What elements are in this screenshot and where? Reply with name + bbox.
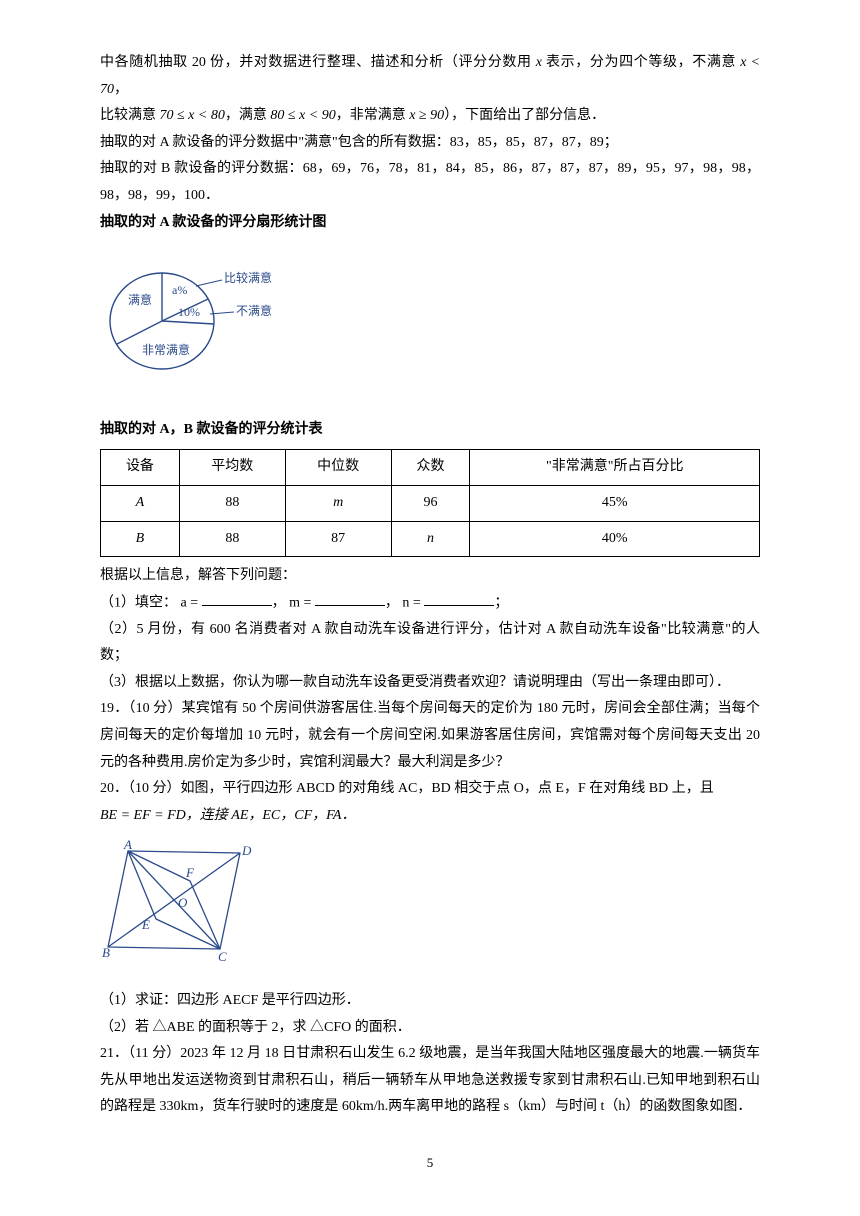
table-title: 抽取的对 A，B 款设备的评分统计表 — [100, 417, 760, 444]
text: （1）填空： a = — [100, 595, 202, 610]
stats-table: 设备 平均数 中位数 众数 "非常满意"所占百分比 A 88 m 96 45% … — [100, 449, 760, 557]
text: ， n = — [385, 595, 424, 610]
label-ten-pct: 10% — [178, 305, 200, 319]
problem-19: 19．（10 分）某宾馆有 50 个房间供游客居住.当每个房间每天的定价为 18… — [100, 696, 760, 776]
label-somewhat: 比较满意 — [224, 270, 272, 285]
geom-svg: A B C D E F O — [100, 839, 260, 967]
q2: （2）5 月份，有 600 名消费者对 A 款自动洗车设备进行评分，估计对 A … — [100, 617, 760, 670]
parallelogram-figure: A B C D E F O — [100, 839, 760, 978]
table-header-row: 设备 平均数 中位数 众数 "非常满意"所占百分比 — [101, 450, 760, 486]
cell: B — [101, 521, 180, 557]
th-mode: 众数 — [391, 450, 470, 486]
pie-title: 抽取的对 A 款设备的评分扇形统计图 — [100, 210, 760, 237]
pt-D: D — [241, 843, 252, 858]
th-median: 中位数 — [285, 450, 391, 486]
q3: （3）根据以上数据，你认为哪一款自动洗车设备更受消费者欢迎？请说明理由（写出一条… — [100, 670, 760, 697]
ineq: 80 ≤ x < 90 — [270, 108, 335, 123]
problem-20-line2: BE = EF = FD，连接 AE，EC，CF，FA． — [100, 803, 760, 830]
intro-p1: 中各随机抽取 20 份，并对数据进行整理、描述和分析（评分分数用 x 表示，分为… — [100, 50, 760, 103]
text: 表示，分为四个等级，不满意 — [542, 55, 740, 70]
q-intro: 根据以上信息，解答下列问题： — [100, 563, 760, 590]
label-a-pct: a% — [172, 283, 187, 297]
cell: 87 — [285, 521, 391, 557]
ineq: x ≥ 90 — [409, 108, 444, 123]
pt-E: E — [141, 917, 150, 932]
problem-21: 21．（11 分）2023 年 12 月 18 日甘肃积石山发生 6.2 级地震… — [100, 1041, 760, 1121]
blank-m — [315, 590, 385, 606]
label-very: 非常满意 — [142, 342, 190, 357]
pt-F: F — [185, 865, 195, 880]
pt-A: A — [123, 839, 132, 852]
pt-B: B — [102, 945, 110, 960]
cell: 96 — [391, 485, 470, 521]
pt-C: C — [218, 949, 227, 964]
text: ， m = — [272, 595, 315, 610]
cell: 88 — [179, 521, 285, 557]
intro-p2: 比较满意 70 ≤ x < 80，满意 80 ≤ x < 90，非常满意 x ≥… — [100, 103, 760, 130]
th-device: 设备 — [101, 450, 180, 486]
pie-chart: 满意 a% 10% 非常满意 比较满意 不满意 — [100, 246, 760, 407]
cell: n — [391, 521, 470, 557]
cell: 40% — [470, 521, 760, 557]
p20-q2: （2）若 △ABE 的面积等于 2，求 △CFO 的面积． — [100, 1015, 760, 1042]
text: 中各随机抽取 20 份，并对数据进行整理、描述和分析（评分分数用 — [100, 55, 536, 70]
table-row: A 88 m 96 45% — [101, 485, 760, 521]
text: ，满意 — [225, 108, 271, 123]
th-very-pct: "非常满意"所占百分比 — [470, 450, 760, 486]
pie-svg: 满意 a% 10% 非常满意 比较满意 不满意 — [100, 246, 290, 396]
intro-p3: 抽取的对 A 款设备的评分数据中"满意"包含的所有数据：83，85，85，87，… — [100, 130, 760, 157]
text: ； — [494, 595, 508, 610]
label-not: 不满意 — [236, 303, 272, 318]
exam-page: 中各随机抽取 20 份，并对数据进行整理、描述和分析（评分分数用 x 表示，分为… — [50, 0, 810, 1206]
p20-q1: （1）求证：四边形 AECF 是平行四边形． — [100, 988, 760, 1015]
label-satisfied: 满意 — [128, 292, 152, 307]
cell: 45% — [470, 485, 760, 521]
blank-n — [424, 590, 494, 606]
ineq: 70 ≤ x < 80 — [160, 108, 225, 123]
cell: 88 — [179, 485, 285, 521]
eq: BE = EF = FD，连接 AE，EC，CF，FA． — [100, 808, 355, 823]
text: ， — [114, 82, 128, 97]
cell: A — [101, 485, 180, 521]
text: ），下面给出了部分信息． — [444, 108, 605, 123]
text: ，非常满意 — [336, 108, 410, 123]
problem-20-line1: 20．（10 分）如图，平行四边形 ABCD 的对角线 AC，BD 相交于点 O… — [100, 776, 760, 803]
intro-p4: 抽取的对 B 款设备的评分数据：68，69，76，78，81，84，85，86，… — [100, 156, 760, 209]
pt-O: O — [178, 895, 188, 910]
th-mean: 平均数 — [179, 450, 285, 486]
q1: （1）填空： a = ， m = ， n = ； — [100, 590, 760, 617]
table-row: B 88 87 n 40% — [101, 521, 760, 557]
cell: m — [285, 485, 391, 521]
page-number: 5 — [100, 1151, 760, 1176]
blank-a — [202, 590, 272, 606]
text: 比较满意 — [100, 108, 160, 123]
